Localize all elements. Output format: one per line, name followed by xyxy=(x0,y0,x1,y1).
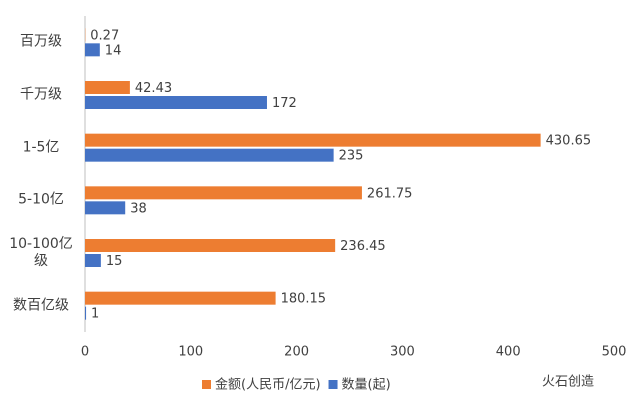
x-tick-label: 0 xyxy=(81,345,89,360)
value-label: 261.75 xyxy=(367,186,413,201)
bar xyxy=(85,148,334,162)
x-tick-label: 500 xyxy=(602,345,627,360)
bar xyxy=(85,291,276,305)
bar xyxy=(85,186,362,200)
value-label: 15 xyxy=(106,254,123,269)
legend-label: 金额(人民币/亿元) xyxy=(215,377,321,393)
bar xyxy=(85,201,126,215)
value-label: 235 xyxy=(339,149,364,164)
bar xyxy=(85,133,541,147)
watermark: 火石创造 xyxy=(542,375,594,390)
x-tick-label: 300 xyxy=(390,345,415,360)
value-label: 42.43 xyxy=(135,81,172,96)
value-label: 38 xyxy=(130,201,147,216)
value-label: 236.45 xyxy=(340,239,386,254)
y-tick-label: 千万级 xyxy=(20,86,62,103)
bar xyxy=(85,81,130,94)
x-tick-label: 200 xyxy=(284,345,309,360)
x-tick-label: 100 xyxy=(178,345,203,360)
x-tick-label: 400 xyxy=(496,345,521,360)
legend-label: 数量(起) xyxy=(342,378,391,393)
y-tick-label: 1-5亿 xyxy=(22,139,60,156)
bar xyxy=(85,239,336,252)
value-label: 0.27 xyxy=(90,28,119,43)
legend-swatch xyxy=(328,380,338,389)
value-label: 430.65 xyxy=(546,134,592,149)
bar xyxy=(85,96,267,109)
y-tick-label: 5-10亿 xyxy=(18,191,64,208)
value-label: 180.15 xyxy=(281,292,327,307)
y-tick-label: 10-100亿级 xyxy=(9,236,73,269)
value-label: 1 xyxy=(91,307,99,322)
y-tick-label: 百万级 xyxy=(20,33,62,50)
legend-swatch xyxy=(202,380,211,389)
value-label: 14 xyxy=(105,43,122,58)
bar xyxy=(85,254,101,267)
bar xyxy=(85,43,100,57)
y-tick-label: 数百亿级 xyxy=(13,297,69,314)
bar xyxy=(85,306,87,320)
value-label: 172 xyxy=(272,96,297,111)
